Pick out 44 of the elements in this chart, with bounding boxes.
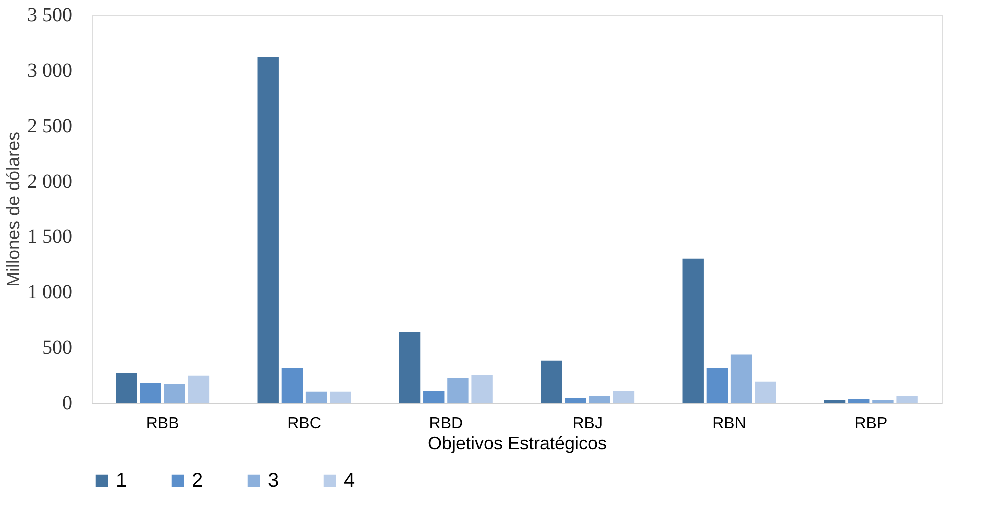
legend-label: 1 (116, 470, 128, 492)
y-tick-label: 3 000 (28, 60, 72, 82)
legend-label: 2 (192, 470, 204, 492)
bar (424, 391, 445, 403)
bar (258, 57, 279, 403)
y-tick-label: 3 500 (28, 4, 72, 26)
bar (589, 396, 610, 403)
bar (824, 400, 846, 403)
bar (896, 396, 918, 403)
x-axis-title: Objetivos Estratégicos (428, 434, 608, 454)
x-tick-label: RBN (712, 416, 746, 432)
y-tick-label: 500 (42, 337, 72, 360)
y-tick-label: 2 500 (28, 115, 72, 138)
bar (730, 354, 752, 403)
bar (472, 375, 493, 403)
legend-label: 4 (344, 470, 356, 492)
bar (282, 368, 304, 403)
legend-label: 3 (268, 470, 280, 492)
bar (872, 400, 894, 403)
bar (848, 399, 870, 403)
y-tick-label: 0 (62, 392, 72, 414)
bar (164, 384, 186, 403)
bar (399, 332, 421, 403)
x-tick-label: RBJ (572, 416, 603, 432)
y-tick-label: 1 000 (28, 282, 72, 304)
bar (755, 382, 776, 403)
bar (613, 391, 635, 403)
y-axis-title: Millones de dólares (4, 132, 24, 288)
bar (682, 258, 704, 403)
bar (448, 378, 469, 403)
bar (306, 392, 328, 403)
x-tick-label: RBC (288, 416, 322, 432)
y-tick-label: 1 500 (28, 226, 72, 248)
bar (706, 368, 728, 403)
bar (188, 376, 210, 403)
bar (330, 392, 352, 403)
x-tick-label: RBP (854, 416, 888, 432)
bar (140, 383, 162, 403)
bar (541, 360, 562, 403)
bar (565, 398, 586, 403)
x-tick-label: RBD (429, 416, 464, 432)
bar (116, 373, 138, 403)
x-tick-label: RBB (146, 416, 180, 432)
y-tick-label: 2 000 (28, 170, 72, 193)
